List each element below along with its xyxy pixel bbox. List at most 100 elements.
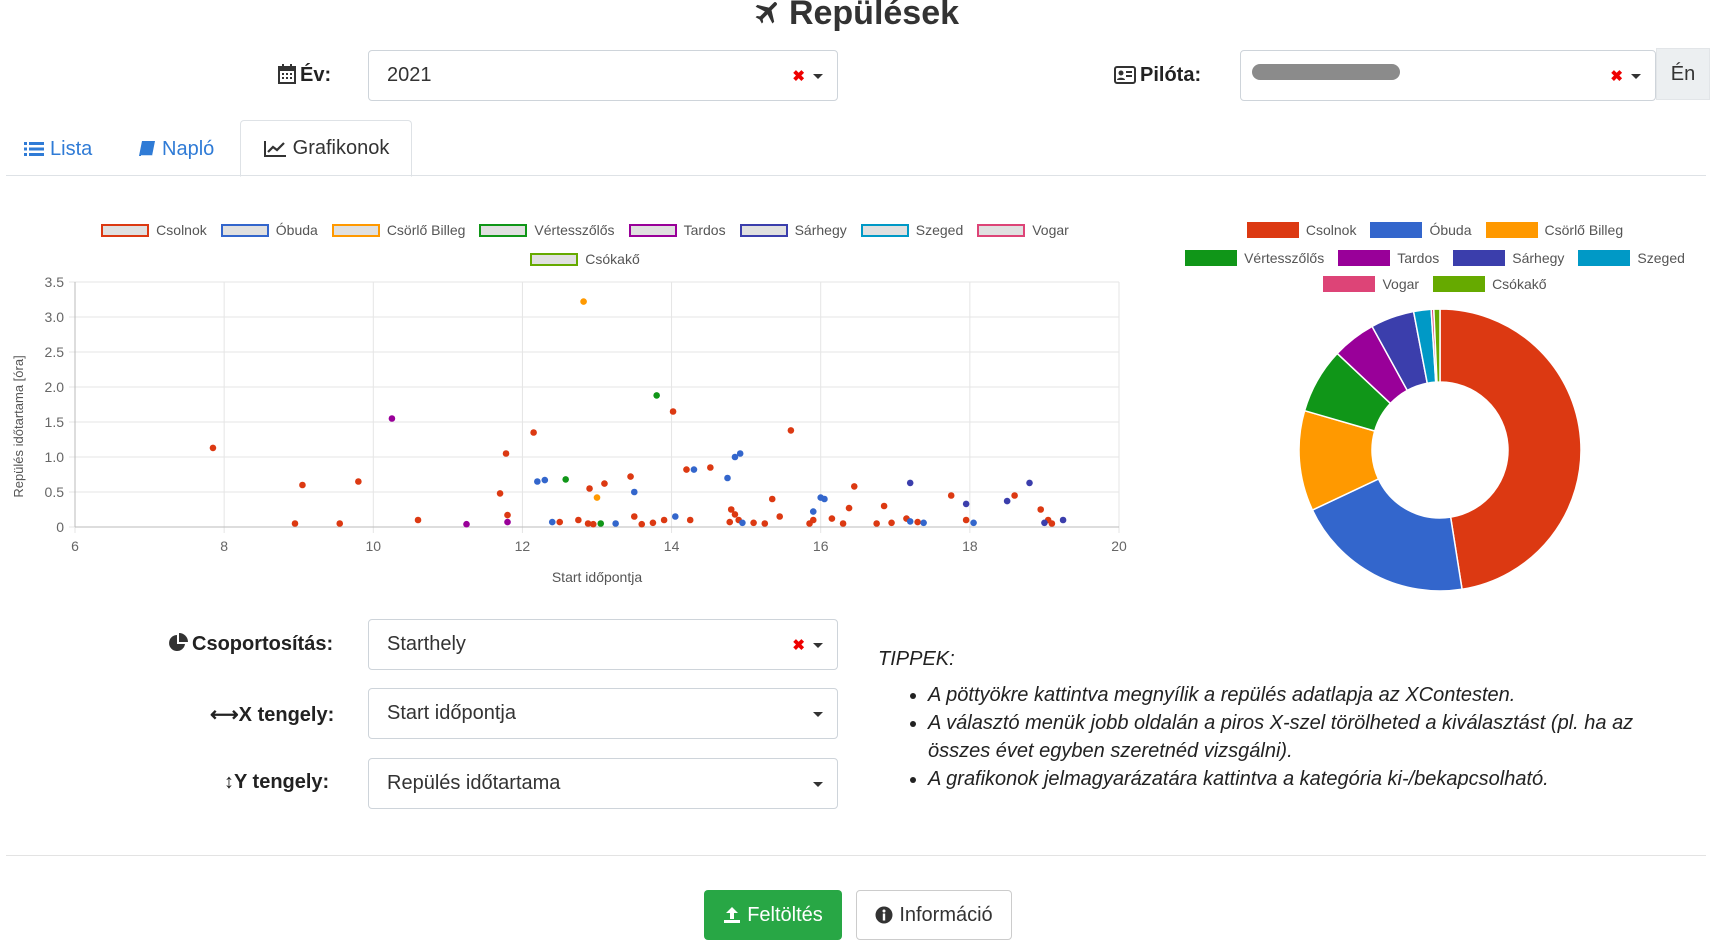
- data-point[interactable]: [1011, 492, 1018, 499]
- chevron-down-icon[interactable]: [813, 711, 823, 717]
- legend-item[interactable]: Csókakő: [1433, 276, 1547, 292]
- data-point[interactable]: [414, 516, 422, 524]
- data-point[interactable]: [809, 516, 817, 524]
- upload-button[interactable]: Feltöltés: [704, 890, 842, 940]
- groupby-select[interactable]: Starthely ✖: [368, 619, 838, 670]
- data-point[interactable]: [726, 518, 734, 526]
- doughnut-slice[interactable]: [1311, 477, 1463, 592]
- data-point[interactable]: [768, 495, 776, 503]
- data-point[interactable]: [914, 518, 921, 526]
- data-point[interactable]: [906, 479, 914, 487]
- data-point[interactable]: [586, 485, 593, 492]
- xaxis-select[interactable]: Start időpontja: [368, 688, 838, 739]
- data-point[interactable]: [653, 392, 660, 399]
- data-point[interactable]: [355, 478, 362, 485]
- data-point[interactable]: [530, 429, 537, 436]
- legend-item[interactable]: Csörlő Billeg: [331, 222, 465, 238]
- data-point[interactable]: [739, 519, 746, 527]
- legend-item[interactable]: Tardos: [1338, 250, 1439, 266]
- tab-naplo[interactable]: Napló: [138, 133, 214, 165]
- me-button[interactable]: Én: [1656, 48, 1710, 100]
- data-point[interactable]: [541, 476, 549, 484]
- legend-item[interactable]: Csolnok: [101, 222, 207, 238]
- data-point[interactable]: [683, 466, 690, 473]
- legend-item[interactable]: Óbuda: [1370, 222, 1472, 238]
- chevron-down-icon[interactable]: [813, 781, 823, 787]
- data-point[interactable]: [612, 520, 619, 527]
- data-point[interactable]: [947, 492, 955, 499]
- data-point[interactable]: [731, 453, 739, 461]
- data-point[interactable]: [962, 516, 970, 524]
- data-point[interactable]: [839, 520, 847, 527]
- data-point[interactable]: [828, 515, 836, 522]
- data-point[interactable]: [502, 450, 510, 457]
- data-point[interactable]: [707, 464, 714, 471]
- data-point[interactable]: [597, 520, 605, 527]
- data-point[interactable]: [548, 518, 556, 526]
- data-point[interactable]: [575, 516, 582, 524]
- chevron-down-icon[interactable]: [813, 73, 823, 79]
- data-point[interactable]: [562, 476, 569, 483]
- legend-item[interactable]: Vogar: [977, 222, 1069, 238]
- data-point[interactable]: [845, 504, 853, 512]
- data-point[interactable]: [873, 520, 880, 527]
- data-point[interactable]: [669, 408, 677, 415]
- data-point[interactable]: [888, 519, 895, 527]
- data-point[interactable]: [686, 516, 694, 524]
- legend-item[interactable]: Vértesszőlős: [479, 222, 615, 238]
- data-point[interactable]: [589, 520, 597, 528]
- legend-item[interactable]: Csolnok: [1246, 222, 1356, 238]
- data-point[interactable]: [850, 483, 858, 490]
- data-point[interactable]: [336, 520, 344, 527]
- legend-item[interactable]: Sárhegy: [1453, 250, 1564, 266]
- clear-icon[interactable]: ✖: [1610, 67, 1623, 85]
- data-point[interactable]: [920, 519, 927, 527]
- legend-item[interactable]: Sárhegy: [739, 222, 847, 238]
- legend-item[interactable]: Szeged: [1578, 250, 1685, 266]
- data-point[interactable]: [761, 520, 769, 527]
- data-point[interactable]: [724, 474, 731, 482]
- data-point[interactable]: [593, 494, 601, 501]
- data-point[interactable]: [821, 495, 828, 503]
- data-point[interactable]: [630, 513, 638, 520]
- doughnut-slice[interactable]: [1433, 308, 1441, 383]
- data-point[interactable]: [630, 488, 638, 496]
- chevron-down-icon[interactable]: [1631, 73, 1641, 79]
- data-point[interactable]: [731, 511, 739, 518]
- data-point[interactable]: [690, 466, 698, 473]
- data-point[interactable]: [1059, 516, 1067, 524]
- data-point[interactable]: [584, 520, 592, 527]
- data-point[interactable]: [809, 508, 817, 515]
- data-point[interactable]: [601, 480, 608, 487]
- data-point[interactable]: [534, 478, 541, 485]
- data-point[interactable]: [388, 415, 396, 422]
- data-point[interactable]: [463, 520, 470, 528]
- tab-grafikonok[interactable]: Grafikonok: [240, 120, 412, 177]
- data-point[interactable]: [776, 513, 783, 520]
- data-point[interactable]: [727, 506, 735, 513]
- data-point[interactable]: [906, 518, 914, 525]
- data-point[interactable]: [672, 513, 679, 520]
- clear-icon[interactable]: ✖: [792, 67, 805, 85]
- data-point[interactable]: [556, 518, 564, 526]
- clear-icon[interactable]: ✖: [792, 636, 805, 654]
- data-point[interactable]: [1037, 506, 1044, 513]
- legend-item[interactable]: Vértesszőlős: [1185, 250, 1324, 266]
- data-point[interactable]: [504, 511, 511, 519]
- data-point[interactable]: [736, 450, 744, 457]
- yaxis-select[interactable]: Repülés időtartama: [368, 758, 838, 809]
- tab-lista[interactable]: Lista: [24, 133, 92, 165]
- legend-item[interactable]: Csókakő: [530, 251, 640, 267]
- data-point[interactable]: [1003, 497, 1011, 505]
- legend-item[interactable]: Óbuda: [220, 222, 318, 238]
- data-point[interactable]: [970, 519, 977, 527]
- legend-item[interactable]: Csörlő Billeg: [1485, 222, 1623, 238]
- legend-item[interactable]: Tardos: [628, 222, 726, 238]
- data-point[interactable]: [627, 473, 634, 480]
- data-point[interactable]: [291, 520, 299, 527]
- data-point[interactable]: [638, 520, 646, 528]
- data-point[interactable]: [787, 427, 795, 434]
- legend-item[interactable]: Szeged: [860, 222, 963, 238]
- legend-item[interactable]: Vogar: [1323, 276, 1419, 292]
- data-point[interactable]: [649, 519, 657, 527]
